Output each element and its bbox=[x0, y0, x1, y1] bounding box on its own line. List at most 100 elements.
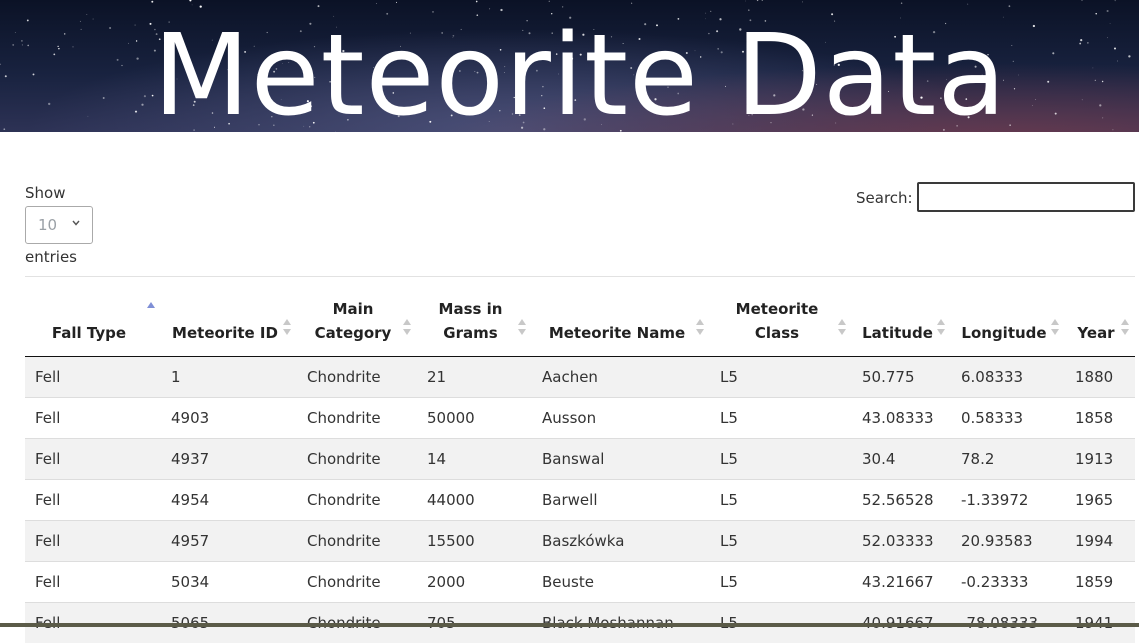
cell-meteorite-name: Barwell bbox=[532, 480, 710, 521]
search-label: Search: bbox=[856, 189, 913, 207]
cell-year: 1880 bbox=[1065, 357, 1135, 398]
star bbox=[757, 0, 758, 1]
sort-icon bbox=[838, 318, 846, 336]
cell-meteorite-class: L5 bbox=[710, 562, 852, 603]
column-header-label: Meteorite ID bbox=[172, 324, 278, 342]
column-header-label: Year bbox=[1077, 324, 1114, 342]
star bbox=[1081, 0, 1082, 1]
cell-mass-in-grams: 44000 bbox=[417, 480, 532, 521]
column-header-label: Mass in Grams bbox=[439, 300, 503, 342]
cell-longitude: 6.08333 bbox=[951, 357, 1065, 398]
star bbox=[549, 1, 550, 2]
cell-meteorite-name: Banswal bbox=[532, 439, 710, 480]
cell-latitude: 52.03333 bbox=[852, 521, 951, 562]
star bbox=[802, 1, 803, 2]
sort-icon bbox=[1051, 318, 1059, 336]
cell-longitude: -0.23333 bbox=[951, 562, 1065, 603]
star bbox=[762, 0, 763, 1]
sort-icon bbox=[283, 318, 291, 336]
chevron-down-icon bbox=[72, 219, 80, 227]
star bbox=[189, 0, 191, 1]
show-label: Show bbox=[25, 184, 65, 202]
sort-icon bbox=[403, 318, 411, 336]
cell-longitude: -1.33972 bbox=[951, 480, 1065, 521]
column-header-latitude[interactable]: Latitude bbox=[852, 285, 951, 357]
window-bottom-edge bbox=[0, 623, 1139, 627]
star bbox=[562, 6, 563, 7]
sort-icon bbox=[696, 318, 704, 336]
cell-year: 1994 bbox=[1065, 521, 1135, 562]
cell-longitude: 20.93583 bbox=[951, 521, 1065, 562]
cell-main-category: Chondrite bbox=[297, 357, 417, 398]
cell-mass-in-grams: 14 bbox=[417, 439, 532, 480]
cell-meteorite-name: Beuste bbox=[532, 562, 710, 603]
cell-fall-type: Fell bbox=[25, 480, 161, 521]
cell-main-category: Chondrite bbox=[297, 439, 417, 480]
entries-select-value: 10 bbox=[38, 216, 57, 234]
column-header-label: Meteorite Name bbox=[549, 324, 685, 342]
star bbox=[1115, 0, 1116, 1]
cell-meteorite-class: L5 bbox=[710, 521, 852, 562]
cell-meteorite-id: 4954 bbox=[161, 480, 297, 521]
star bbox=[476, 1, 478, 3]
column-header-fall-type[interactable]: Fall Type bbox=[25, 285, 161, 357]
meteorite-table: Fall Type Meteorite ID Main Category Mass i… bbox=[25, 285, 1135, 643]
cell-fall-type: Fell bbox=[25, 562, 161, 603]
column-header-mass-in-grams[interactable]: Mass in Grams bbox=[417, 285, 532, 357]
entries-per-page-select[interactable]: 10 bbox=[25, 206, 93, 244]
cell-year: 1965 bbox=[1065, 480, 1135, 521]
column-header-meteorite-class[interactable]: Meteorite Class bbox=[710, 285, 852, 357]
cell-longitude: 78.2 bbox=[951, 439, 1065, 480]
cell-mass-in-grams: 15500 bbox=[417, 521, 532, 562]
sort-icon bbox=[1121, 318, 1129, 336]
page-title: Meteorite Data bbox=[0, 10, 1139, 132]
cell-main-category: Chondrite bbox=[297, 521, 417, 562]
star bbox=[967, 4, 968, 5]
cell-latitude: 43.21667 bbox=[852, 562, 951, 603]
cell-meteorite-class: L5 bbox=[710, 439, 852, 480]
star bbox=[192, 5, 193, 6]
cell-fall-type: Fell bbox=[25, 357, 161, 398]
cell-meteorite-id: 4937 bbox=[161, 439, 297, 480]
cell-fall-type: Fell bbox=[25, 521, 161, 562]
column-header-longitude[interactable]: Longitude bbox=[951, 285, 1065, 357]
cell-longitude: 0.58333 bbox=[951, 398, 1065, 439]
column-header-main-category[interactable]: Main Category bbox=[297, 285, 417, 357]
cell-meteorite-id: 4903 bbox=[161, 398, 297, 439]
column-header-label: Longitude bbox=[961, 324, 1046, 342]
column-header-meteorite-name[interactable]: Meteorite Name bbox=[532, 285, 710, 357]
entries-label: entries bbox=[25, 248, 77, 266]
column-header-meteorite-id[interactable]: Meteorite ID bbox=[161, 285, 297, 357]
cell-mass-in-grams: 50000 bbox=[417, 398, 532, 439]
cell-meteorite-class: L5 bbox=[710, 357, 852, 398]
cell-fall-type: Fell bbox=[25, 398, 161, 439]
column-header-label: Main Category bbox=[315, 300, 392, 342]
sort-icon bbox=[937, 318, 945, 336]
cell-mass-in-grams: 2000 bbox=[417, 562, 532, 603]
sort-icon bbox=[518, 318, 526, 336]
divider bbox=[25, 276, 1135, 277]
cell-year: 1859 bbox=[1065, 562, 1135, 603]
cell-latitude: 52.56528 bbox=[852, 480, 951, 521]
cell-meteorite-name: Aachen bbox=[532, 357, 710, 398]
cell-meteorite-id: 4957 bbox=[161, 521, 297, 562]
cell-main-category: Chondrite bbox=[297, 562, 417, 603]
star bbox=[901, 2, 902, 3]
column-header-year[interactable]: Year bbox=[1065, 285, 1135, 357]
cell-latitude: 50.775 bbox=[852, 357, 951, 398]
cell-meteorite-id: 5034 bbox=[161, 562, 297, 603]
star bbox=[1009, 5, 1011, 7]
cell-meteorite-class: L5 bbox=[710, 480, 852, 521]
cell-main-category: Chondrite bbox=[297, 480, 417, 521]
search-input[interactable] bbox=[917, 182, 1135, 212]
cell-meteorite-name: Baszkówka bbox=[532, 521, 710, 562]
star bbox=[151, 1, 153, 3]
column-header-label: Latitude bbox=[862, 324, 933, 342]
